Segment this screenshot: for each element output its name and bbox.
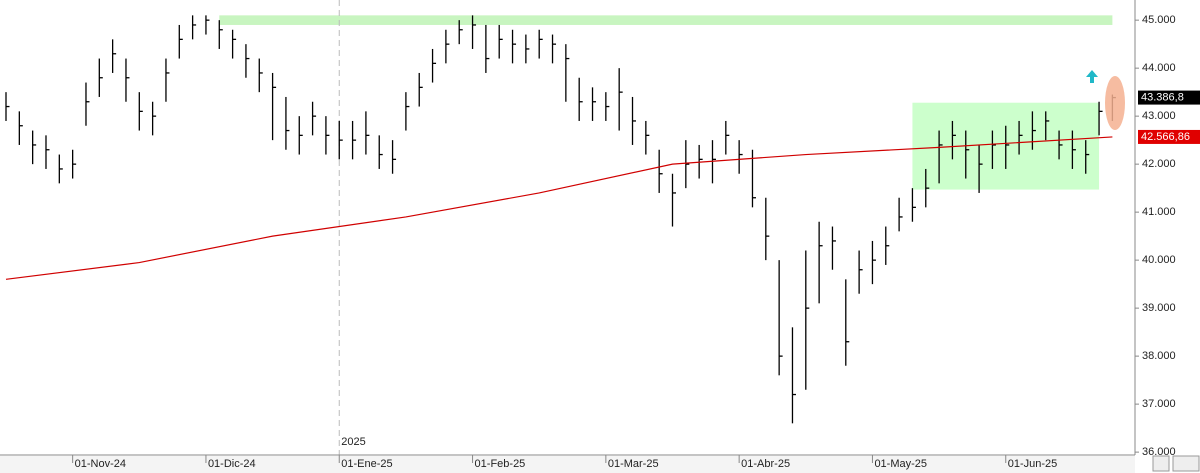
y-tick-label: 39.000 xyxy=(1142,302,1176,314)
x-tick-label: 01-Ene-25 xyxy=(341,458,392,470)
year-label: 2025 xyxy=(341,436,365,448)
y-tick-label: 43.000 xyxy=(1142,110,1176,122)
y-tick-label: 38.000 xyxy=(1142,350,1176,362)
x-tick-label: 01-Nov-24 xyxy=(75,458,126,470)
y-tick-label: 41.000 xyxy=(1142,206,1176,218)
x-axis-band xyxy=(0,456,1135,473)
moving-average xyxy=(5,136,1113,280)
up-arrow xyxy=(1086,70,1098,83)
price-label-box xyxy=(1138,90,1200,105)
price-label: 42.566,86 xyxy=(1141,131,1190,143)
x-tick-label: 01-Abr-25 xyxy=(741,458,790,470)
y-tick-label: 42.000 xyxy=(1142,158,1176,170)
x-tick-label: 01-May-25 xyxy=(874,458,927,470)
plot: 2025 xyxy=(5,0,1116,455)
zone xyxy=(219,15,1113,25)
zoom-button[interactable] xyxy=(1172,455,1200,472)
scroll-button[interactable] xyxy=(1152,455,1170,472)
y-tick-label: 37.000 xyxy=(1142,398,1176,410)
y-tick-label: 45.000 xyxy=(1142,14,1176,26)
x-tick-label: 01-Dic-24 xyxy=(208,458,256,470)
y-tick-label: 44.000 xyxy=(1142,62,1176,74)
highlight-ellipse xyxy=(1105,76,1125,130)
y-tick-label: 40.000 xyxy=(1142,254,1176,266)
price-label: 43.386,8 xyxy=(1141,91,1184,103)
x-tick-label: 01-Mar-25 xyxy=(608,458,659,470)
y-tick-label: 36.000 xyxy=(1142,446,1176,458)
x-tick-label: 01-Feb-25 xyxy=(475,458,526,470)
x-tick-label: 01-Jun-25 xyxy=(1008,458,1058,470)
price-label-box xyxy=(1138,129,1200,144)
